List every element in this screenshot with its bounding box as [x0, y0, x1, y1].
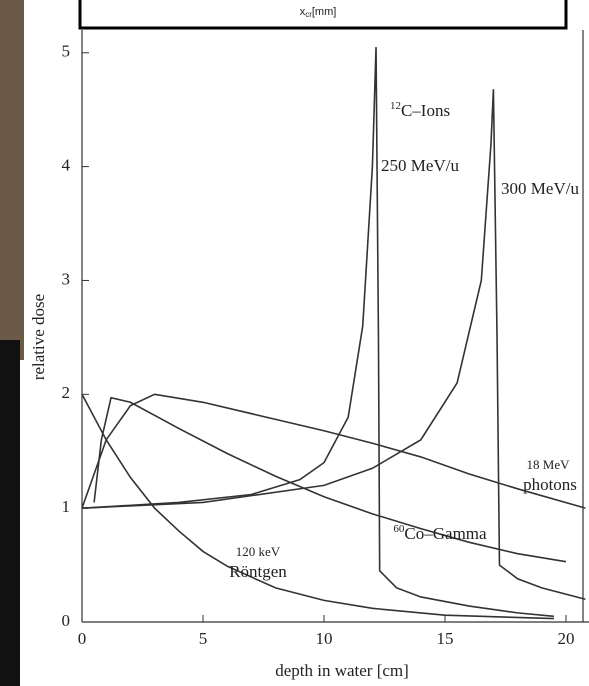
label-text: 18 MeV: [527, 457, 571, 472]
y-tick-label: 0: [62, 611, 71, 630]
dose-curve: [81, 393, 586, 509]
var: x: [300, 6, 306, 18]
dose-curve: [81, 89, 586, 601]
label-text: 300 MeV/u: [501, 179, 579, 198]
y-tick-label: 5: [62, 42, 71, 61]
y-axis-label: relative dose: [29, 294, 48, 380]
y-tick-label: 3: [62, 269, 71, 288]
x-tick-label: 15: [437, 629, 454, 648]
label-text: Co–Gamma: [404, 524, 487, 543]
label-text: 250 MeV/u: [381, 156, 459, 175]
overlay-axis-label: xcr[mm]: [300, 6, 337, 19]
label-text: 120 keV: [236, 544, 281, 559]
x-axis-label: depth in water [cm]: [275, 661, 409, 680]
curve-label: Röntgen: [229, 562, 287, 581]
annotation-text: C–Ions: [401, 101, 450, 120]
dose-curve: [81, 393, 554, 620]
y-tick-label: 4: [62, 156, 71, 175]
label-text: Röntgen: [229, 562, 287, 581]
curve-label: 60Co–Gamma: [393, 523, 487, 543]
curve-label: 250 MeV/u: [381, 156, 459, 175]
curve-label: 300 MeV/u: [501, 179, 579, 198]
annotation: 12C–Ions: [390, 100, 450, 120]
unit: [mm]: [312, 6, 336, 18]
x-tick-label: 5: [199, 629, 208, 648]
dose-curve: [81, 47, 554, 618]
curve-label: 120 keV: [236, 544, 281, 559]
x-tick-label: 0: [78, 629, 87, 648]
x-tick-label: 20: [558, 629, 575, 648]
background-photo: [0, 0, 24, 360]
y-tick-label: 1: [62, 497, 71, 516]
y-tick-label: 2: [62, 383, 71, 402]
dose-curve: [93, 396, 567, 563]
sub: cr: [305, 10, 312, 19]
label-sup: 60: [393, 523, 405, 535]
overlay-box: [78, 0, 568, 30]
curve-label: 18 MeV: [527, 457, 571, 472]
background-bar: [0, 340, 20, 686]
annotation-sup: 12: [390, 100, 401, 112]
x-tick-label: 10: [316, 629, 333, 648]
label-text: photons: [523, 475, 577, 494]
curve-label: photons: [523, 475, 577, 494]
